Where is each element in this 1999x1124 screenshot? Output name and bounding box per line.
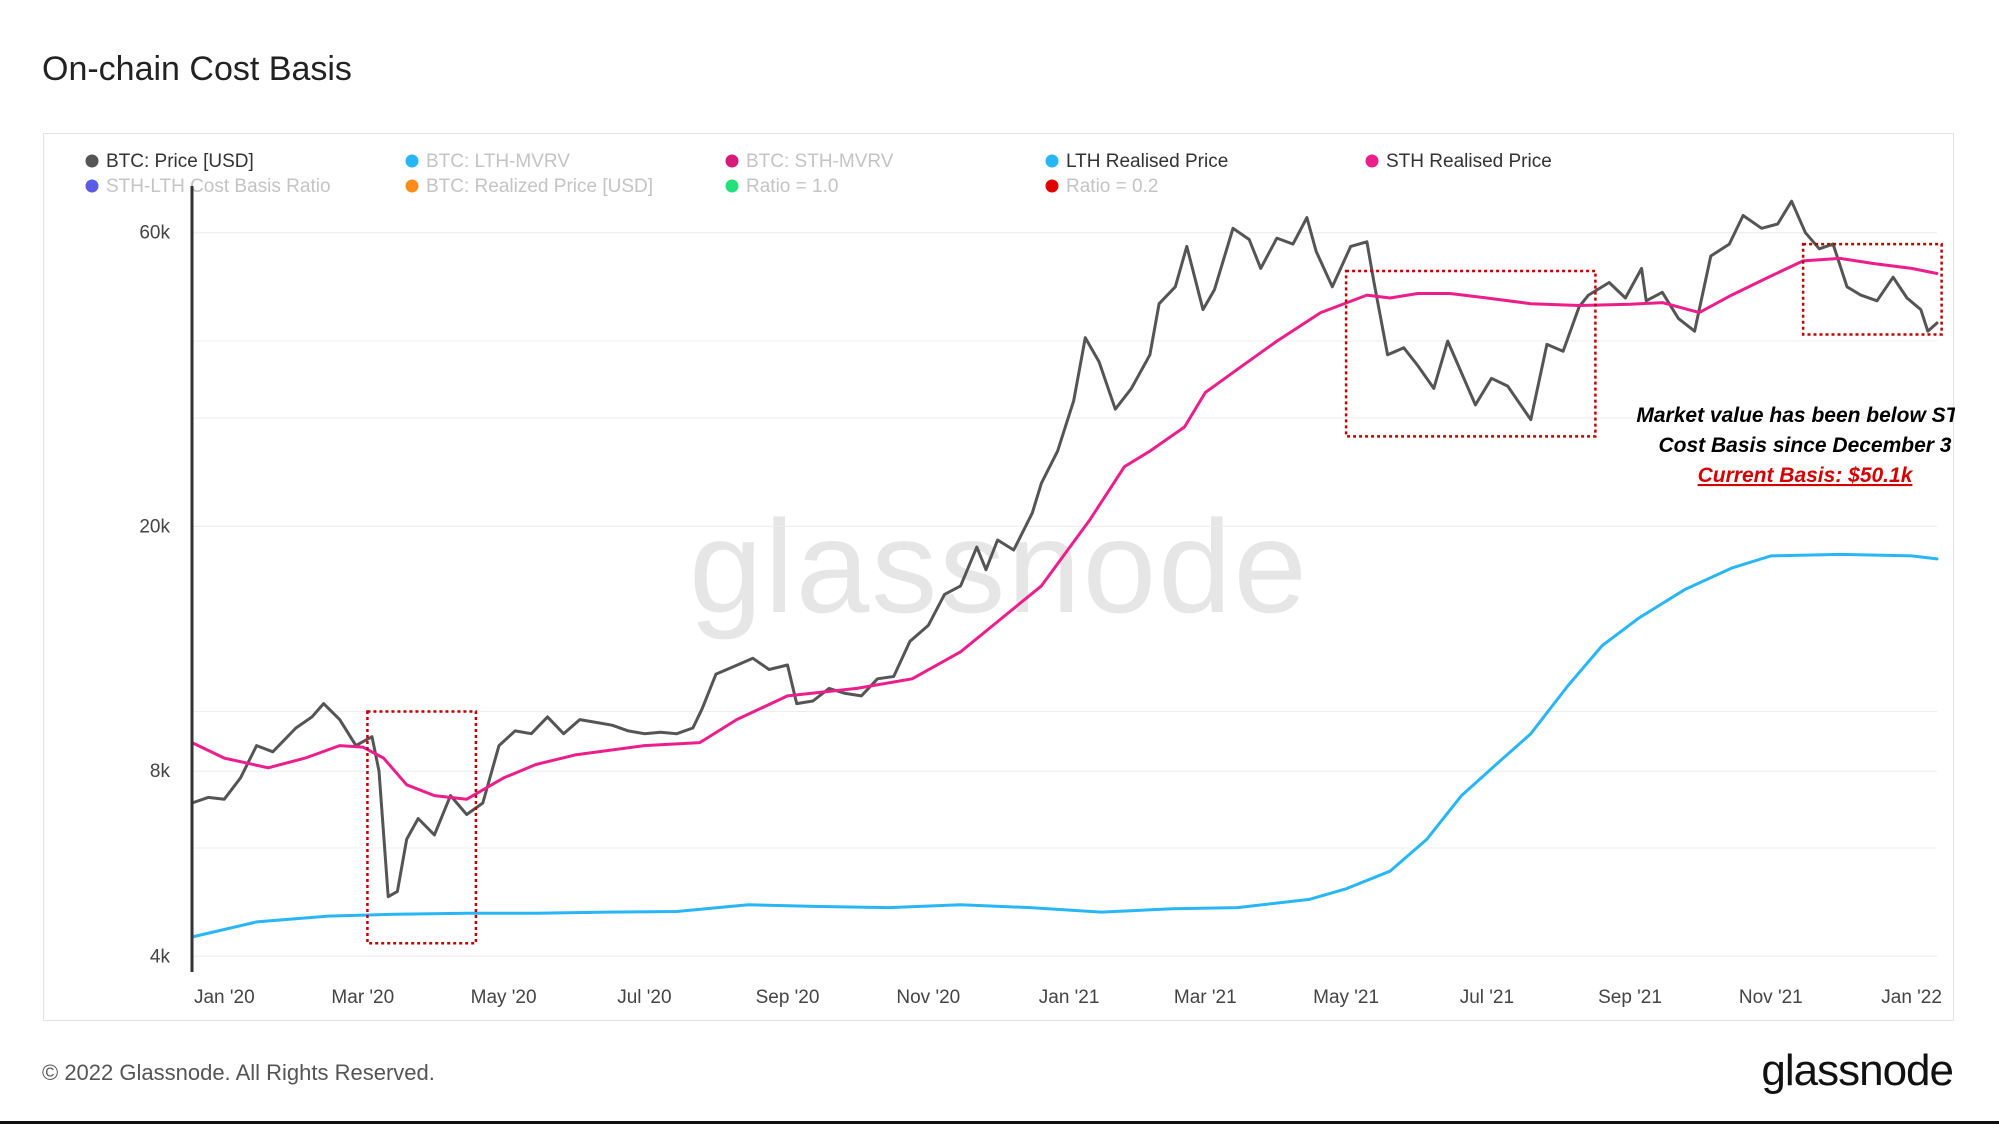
annotation-line-2: Cost Basis since December 3	[1659, 434, 1952, 457]
watermark: glassnode	[689, 493, 1309, 640]
legend-marker	[725, 179, 739, 193]
x-tick-label: May '21	[1313, 987, 1379, 1008]
bottom-rule	[0, 1121, 1999, 1124]
series-line	[190, 552, 1939, 939]
gridlines	[192, 232, 1937, 957]
legend-label: BTC: Realized Price [USD]	[426, 176, 653, 197]
x-tick-label: Mar '21	[1174, 987, 1237, 1008]
x-tick-label: Mar '20	[331, 987, 394, 1008]
annotation: Market value has been below STH Cost Bas…	[1636, 404, 1955, 487]
legend-label: STH Realised Price	[1386, 151, 1552, 172]
page-title: On-chain Cost Basis	[42, 50, 352, 88]
legend-marker	[405, 179, 419, 193]
y-axis-ticks: 4k 8k 20k 60k	[139, 223, 170, 968]
highlight-boxes	[366, 242, 1943, 945]
y-tick-label: 60k	[139, 223, 170, 244]
x-tick-label: Jul '21	[1460, 987, 1514, 1008]
x-tick-label: Sep '21	[1598, 987, 1662, 1008]
legend-label: Ratio = 0.2	[1066, 176, 1158, 197]
x-tick-label: Jan '21	[1039, 987, 1100, 1008]
legend-item: Ratio = 1.0	[725, 176, 838, 197]
annotation-line-1: Market value has been below STH	[1636, 404, 1955, 427]
legend-marker	[1045, 154, 1059, 168]
legend-marker	[1365, 154, 1379, 168]
legend-item: BTC: LTH-MVRV	[405, 151, 570, 172]
x-tick-label: Nov '21	[1739, 987, 1803, 1008]
legend-label: STH-LTH Cost Basis Ratio	[106, 176, 331, 197]
highlight-box	[366, 710, 478, 945]
x-tick-label: May '20	[471, 987, 537, 1008]
legend-marker	[85, 154, 99, 168]
legend-label: LTH Realised Price	[1066, 151, 1228, 172]
highlight-box	[1801, 242, 1943, 336]
legend-item: STH Realised Price	[1365, 151, 1552, 172]
legend-item: BTC: Price [USD]	[85, 151, 254, 172]
legend-item: BTC: Realized Price [USD]	[405, 176, 653, 197]
legend-item: LTH Realised Price	[1045, 151, 1228, 172]
y-tick-label: 8k	[150, 761, 171, 782]
x-tick-label: Jan '22	[1881, 987, 1942, 1008]
legend: BTC: Price [USD] BTC: LTH-MVRV BTC: STH-MV…	[85, 151, 1552, 197]
annotation-line-3: Current Basis: $50.1k	[1698, 464, 1914, 487]
legend-marker	[1045, 179, 1059, 193]
highlight-box	[1344, 269, 1597, 438]
copyright-text: © 2022 Glassnode. All Rights Reserved.	[42, 1060, 435, 1085]
legend-item: STH-LTH Cost Basis Ratio	[85, 176, 331, 197]
legend-label: BTC: LTH-MVRV	[426, 151, 570, 172]
series-line	[190, 256, 1939, 801]
legend-label: BTC: Price [USD]	[106, 151, 254, 172]
chart-svg: BTC: Price [USD] BTC: LTH-MVRV BTC: STH-MV…	[85, 151, 1955, 1008]
x-axis-ticks: Jan '20 Mar '20 May '20 Jul '20 Sep '20 Nov '…	[194, 987, 1942, 1008]
legend-marker	[405, 154, 419, 168]
glassnode-logo: glassnode	[1761, 1046, 1954, 1095]
legend-marker	[725, 154, 739, 168]
legend-item: BTC: STH-MVRV	[725, 151, 894, 172]
x-tick-label: Jul '20	[617, 987, 671, 1008]
x-tick-label: Nov '20	[896, 987, 960, 1008]
x-tick-label: Sep '20	[756, 987, 820, 1008]
x-tick-label: Jan '20	[194, 987, 255, 1008]
y-tick-label: 20k	[139, 516, 170, 537]
legend-marker	[85, 179, 99, 193]
chart-panel: BTC: Price [USD] BTC: LTH-MVRV BTC: STH-MV…	[43, 133, 1955, 1021]
y-tick-label: 4k	[150, 946, 171, 967]
legend-label: BTC: STH-MVRV	[746, 151, 894, 172]
legend-item: Ratio = 0.2	[1045, 176, 1158, 197]
legend-label: Ratio = 1.0	[746, 176, 838, 197]
